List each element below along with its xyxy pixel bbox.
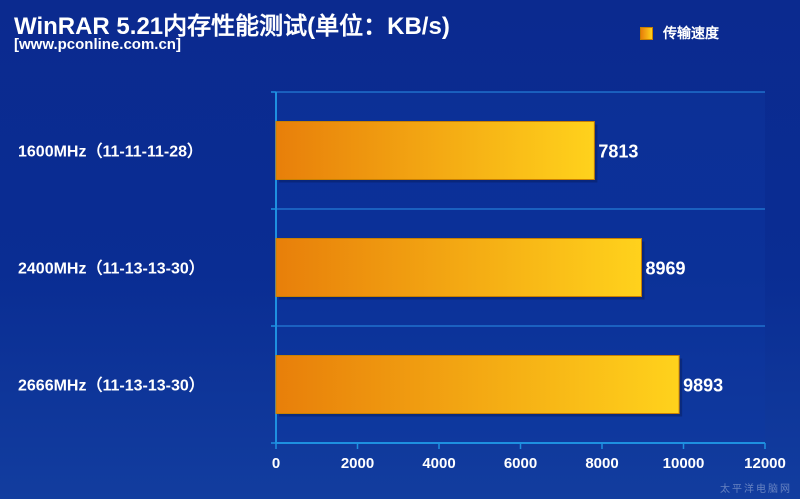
watermark: 太平洋电脑网 xyxy=(720,484,792,495)
x-tick-label: 12000 xyxy=(744,455,786,472)
legend-swatch xyxy=(640,26,653,40)
chart-title: WinRAR 5.21内存性能测试(单位：KB/s) xyxy=(14,13,450,40)
legend-label: 传输速度 xyxy=(663,25,719,41)
bar-value-label: 8969 xyxy=(645,259,685,279)
category-label: 1600MHz（11-11-11-28） xyxy=(18,143,203,161)
x-tick-label: 8000 xyxy=(585,455,618,472)
x-tick-label: 2000 xyxy=(341,455,374,472)
category-label: 2400MHz（11-13-13-30） xyxy=(18,260,205,278)
bar-value-label: 9893 xyxy=(683,376,723,396)
x-tick-label: 4000 xyxy=(422,455,455,472)
legend: 传输速度 xyxy=(640,23,719,43)
chart-subtitle: [www.pconline.com.cn] xyxy=(14,36,181,53)
bar xyxy=(275,121,595,180)
bar xyxy=(275,238,642,297)
category-label: 2666MHz（11-13-13-30） xyxy=(18,377,205,395)
bar-value-label: 7813 xyxy=(598,142,638,162)
bar xyxy=(275,355,680,414)
x-tick-label: 6000 xyxy=(504,455,537,472)
x-tick-label: 0 xyxy=(272,455,280,472)
x-tick-label: 10000 xyxy=(663,455,705,472)
